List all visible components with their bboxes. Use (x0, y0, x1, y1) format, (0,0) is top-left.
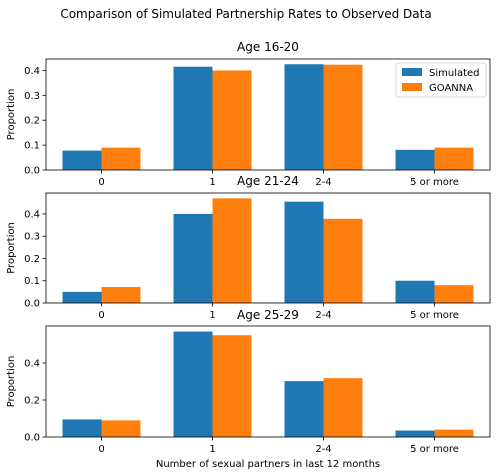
legend-label-simulated: Simulated (429, 68, 480, 79)
x-tick-label: 1 (209, 444, 215, 455)
subplot-1: 0.0 0.1 0.2 0.3 0.4 0 1 2-4 5 or more Age 16-20 Pr… (6, 40, 491, 188)
x-tick-label: 2-4 (315, 310, 331, 321)
bar-goanna-5-or-more (434, 429, 474, 437)
y-tick-label: 0.1 (24, 276, 40, 287)
legend-label-goanna: GOANNA (429, 83, 473, 94)
x-tick-label: 1 (209, 310, 215, 321)
figure-title: Comparison of Simulated Partnership Rate… (60, 7, 431, 21)
y-tick-label: 0.2 (24, 396, 40, 407)
bar-goanna-0 (101, 420, 141, 437)
y-tick-label: 0.3 (24, 91, 40, 102)
bar-goanna-5-or-more (434, 147, 474, 170)
axes-frame (45, 325, 491, 438)
y-tick-label: 0.0 (24, 299, 40, 310)
subplots: 0.0 0.1 0.2 0.3 0.4 0 1 2-4 5 or more Age 16-20 Pr… (6, 40, 491, 470)
y-tick-label: 0.0 (24, 166, 40, 177)
bar-goanna-1 (212, 70, 252, 170)
y-axis-label: Proportion (6, 89, 17, 141)
bar-simulated-5-or-more (395, 280, 435, 303)
bar-simulated-5-or-more (395, 149, 435, 170)
y-tick-label: 0.4 (24, 66, 40, 77)
y-tick-label: 0.2 (24, 254, 40, 265)
bar-simulated-1 (173, 66, 213, 170)
y-tick-label: 0.4 (24, 359, 40, 370)
legend-swatch-goanna (402, 83, 422, 91)
bar-goanna-1 (212, 335, 252, 437)
legend-swatch-simulated (402, 68, 422, 76)
bar-simulated-2-4 (284, 64, 324, 170)
subplot-3: 0.0 0.2 0.4 0 1 2-4 5 or more Age 25-29 Proporti… (6, 308, 491, 470)
bar-simulated-2-4 (284, 381, 324, 437)
bar-goanna-2-4 (323, 378, 363, 437)
x-tick-label: 2-4 (315, 444, 331, 455)
subplot-title: Age 16-20 (237, 40, 299, 54)
legend: Simulated GOANNA (395, 62, 487, 98)
bar-goanna-0 (101, 147, 141, 170)
x-tick-label: 5 or more (410, 177, 459, 188)
subplot-title: Age 25-29 (237, 308, 299, 322)
x-tick-label: 0 (98, 310, 104, 321)
bar-goanna-2-4 (323, 218, 363, 303)
y-axis-label: Proportion (6, 356, 17, 408)
y-axis-label: Proportion (6, 222, 17, 274)
x-tick-label: 2-4 (315, 177, 331, 188)
y-tick-label: 0.4 (24, 209, 40, 220)
subplot-2: 0.0 0.1 0.2 0.3 0.4 0 1 2-4 5 or more Age 21-24 Pr… (6, 174, 491, 321)
y-tick-label: 0.0 (24, 433, 40, 444)
bar-simulated-1 (173, 213, 213, 303)
axes-frame (45, 58, 491, 171)
bar-simulated-2-4 (284, 201, 324, 303)
x-tick-label: 1 (209, 177, 215, 188)
bar-simulated-0 (62, 291, 102, 303)
x-tick-label: 5 or more (410, 310, 459, 321)
x-axis-label: Number of sexual partners in last 12 mon… (156, 459, 380, 470)
bar-goanna-5-or-more (434, 285, 474, 303)
y-tick-label: 0.2 (24, 116, 40, 127)
bar-simulated-0 (62, 150, 102, 170)
x-tick-label: 5 or more (410, 444, 459, 455)
axes-frame (45, 192, 491, 304)
y-tick-label: 0.3 (24, 232, 40, 243)
y-tick-label: 0.1 (24, 141, 40, 152)
bar-goanna-1 (212, 198, 252, 303)
bar-simulated-5-or-more (395, 430, 435, 437)
bar-simulated-1 (173, 331, 213, 437)
bar-goanna-0 (101, 286, 141, 303)
subplot-title: Age 21-24 (237, 174, 299, 188)
bar-simulated-0 (62, 419, 102, 437)
x-tick-label: 0 (98, 444, 104, 455)
bar-goanna-2-4 (323, 64, 363, 170)
x-tick-label: 0 (98, 177, 104, 188)
